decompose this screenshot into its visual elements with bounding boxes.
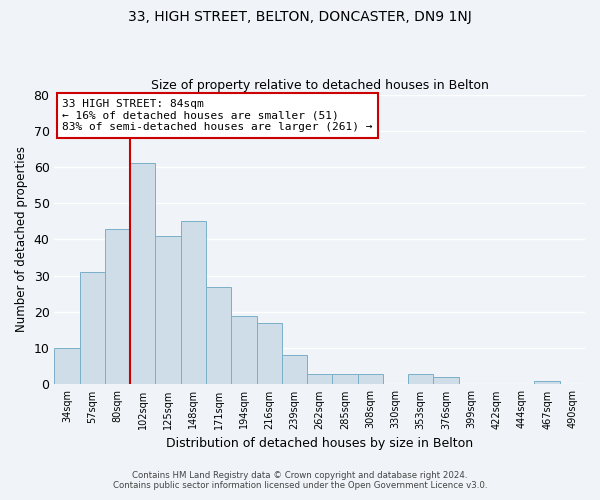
Bar <box>155 236 181 384</box>
Bar <box>433 377 458 384</box>
Bar <box>535 381 560 384</box>
Bar <box>282 356 307 384</box>
X-axis label: Distribution of detached houses by size in Belton: Distribution of detached houses by size … <box>166 437 473 450</box>
Bar <box>332 374 358 384</box>
Bar <box>231 316 257 384</box>
Bar <box>307 374 332 384</box>
Text: Contains HM Land Registry data © Crown copyright and database right 2024.
Contai: Contains HM Land Registry data © Crown c… <box>113 470 487 490</box>
Text: 33, HIGH STREET, BELTON, DONCASTER, DN9 1NJ: 33, HIGH STREET, BELTON, DONCASTER, DN9 … <box>128 10 472 24</box>
Bar <box>408 374 433 384</box>
Bar <box>130 164 155 384</box>
Bar <box>80 272 105 384</box>
Bar <box>55 348 80 385</box>
Bar <box>181 222 206 384</box>
Bar <box>105 228 130 384</box>
Bar <box>206 286 231 384</box>
Y-axis label: Number of detached properties: Number of detached properties <box>15 146 28 332</box>
Bar <box>257 323 282 384</box>
Text: 33 HIGH STREET: 84sqm
← 16% of detached houses are smaller (51)
83% of semi-deta: 33 HIGH STREET: 84sqm ← 16% of detached … <box>62 99 373 132</box>
Title: Size of property relative to detached houses in Belton: Size of property relative to detached ho… <box>151 79 488 92</box>
Bar <box>358 374 383 384</box>
